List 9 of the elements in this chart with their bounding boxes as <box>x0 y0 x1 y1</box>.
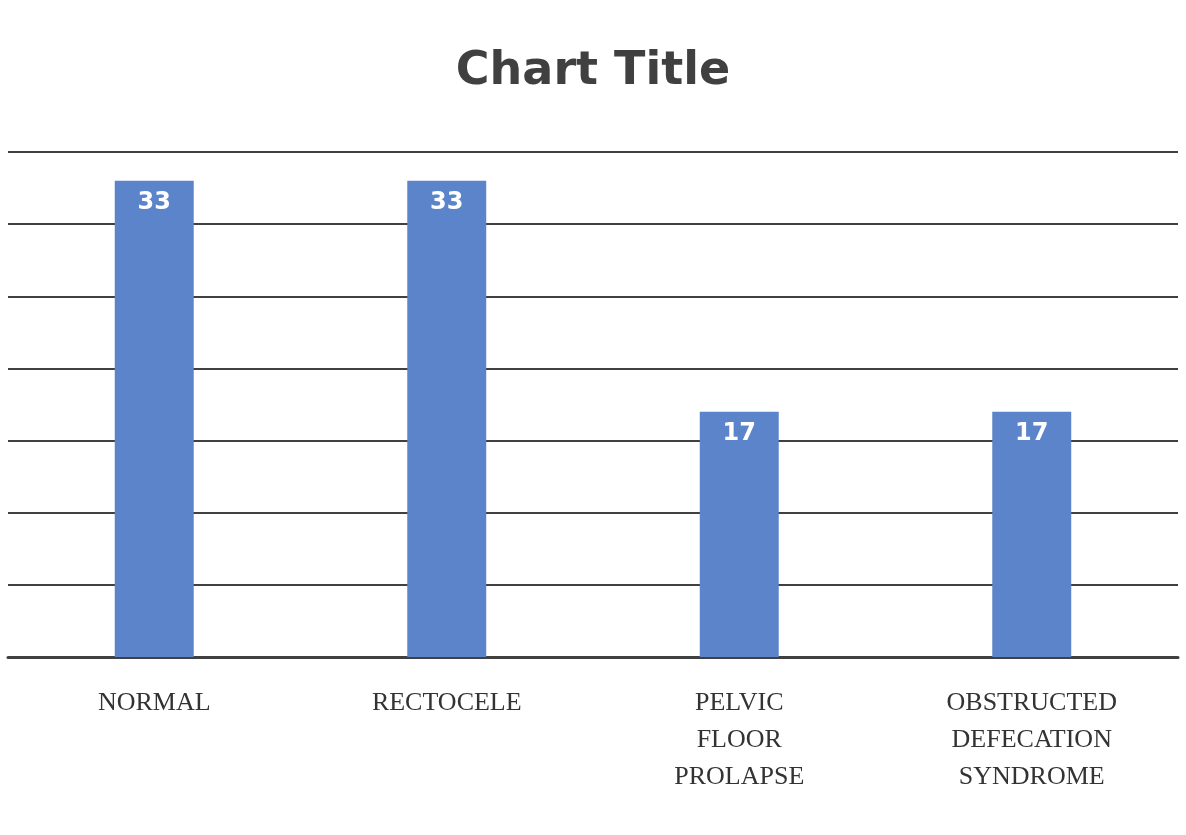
data-label: 33 <box>137 186 171 215</box>
data-label: 17 <box>722 417 756 446</box>
chart-title: Chart Title <box>455 41 731 95</box>
x-tick-label: RECTOCELE <box>371 687 522 716</box>
x-tick-label: PELVIC FLOOR PROLAPSE <box>674 687 805 790</box>
x-tick-label: NORMAL <box>97 687 211 716</box>
x-tick-label: OBSTRUCTED DEFECATION SYNDROME <box>946 687 1117 790</box>
data-label: 33 <box>430 186 464 215</box>
data-label: 17 <box>1015 417 1049 446</box>
